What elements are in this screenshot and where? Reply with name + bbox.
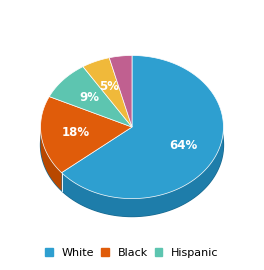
Polygon shape [83, 58, 132, 127]
Polygon shape [41, 73, 223, 217]
Polygon shape [62, 55, 223, 199]
Legend: White, Black, Hispanic: White, Black, Hispanic [41, 243, 223, 262]
Text: 18%: 18% [62, 126, 90, 139]
Polygon shape [41, 127, 62, 191]
Text: 64%: 64% [169, 139, 197, 153]
Text: 9%: 9% [79, 91, 100, 104]
Polygon shape [41, 97, 132, 173]
Polygon shape [109, 55, 132, 127]
Polygon shape [62, 132, 223, 217]
Text: 5%: 5% [100, 80, 120, 93]
Polygon shape [49, 67, 132, 127]
